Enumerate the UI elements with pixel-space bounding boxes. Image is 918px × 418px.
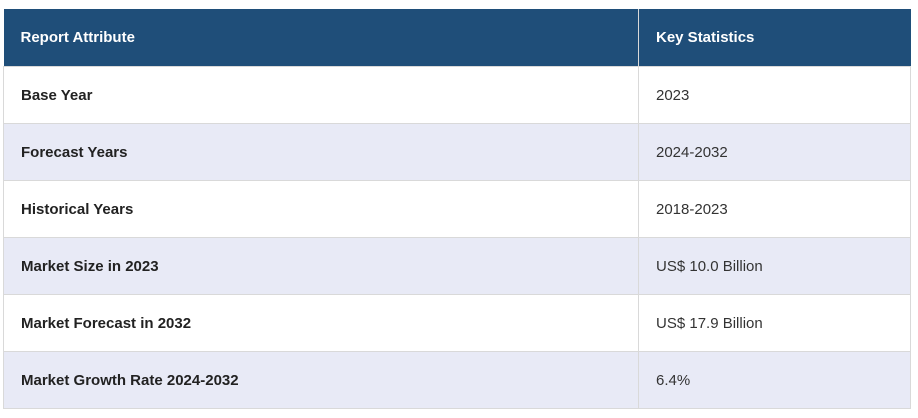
value-cell: US$ 10.0 Billion [638,237,911,295]
table-row: Base Year 2023 [3,66,911,124]
report-statistics-table: Report Attribute Key Statistics Base Yea… [3,9,911,409]
header-report-attribute: Report Attribute [3,9,639,67]
value-cell: 2024-2032 [638,123,911,181]
table-row: Market Forecast in 2032 US$ 17.9 Billion [3,294,911,352]
value-cell: 2023 [638,66,911,124]
attribute-cell: Market Forecast in 2032 [3,294,639,352]
table-row: Historical Years 2018-2023 [3,180,911,238]
table-row: Forecast Years 2024-2032 [3,123,911,181]
value-cell: 2018-2023 [638,180,911,238]
report-table-container: Report Attribute Key Statistics Base Yea… [3,9,911,409]
table-header-row: Report Attribute Key Statistics [3,9,911,67]
header-key-statistics: Key Statistics [638,9,911,67]
attribute-cell: Base Year [3,66,639,124]
value-cell: 6.4% [638,351,911,409]
value-cell: US$ 17.9 Billion [638,294,911,352]
attribute-cell: Historical Years [3,180,639,238]
attribute-cell: Market Growth Rate 2024-2032 [3,351,639,409]
table-row: Market Growth Rate 2024-2032 6.4% [3,351,911,409]
table-row: Market Size in 2023 US$ 10.0 Billion [3,237,911,295]
attribute-cell: Forecast Years [3,123,639,181]
attribute-cell: Market Size in 2023 [3,237,639,295]
